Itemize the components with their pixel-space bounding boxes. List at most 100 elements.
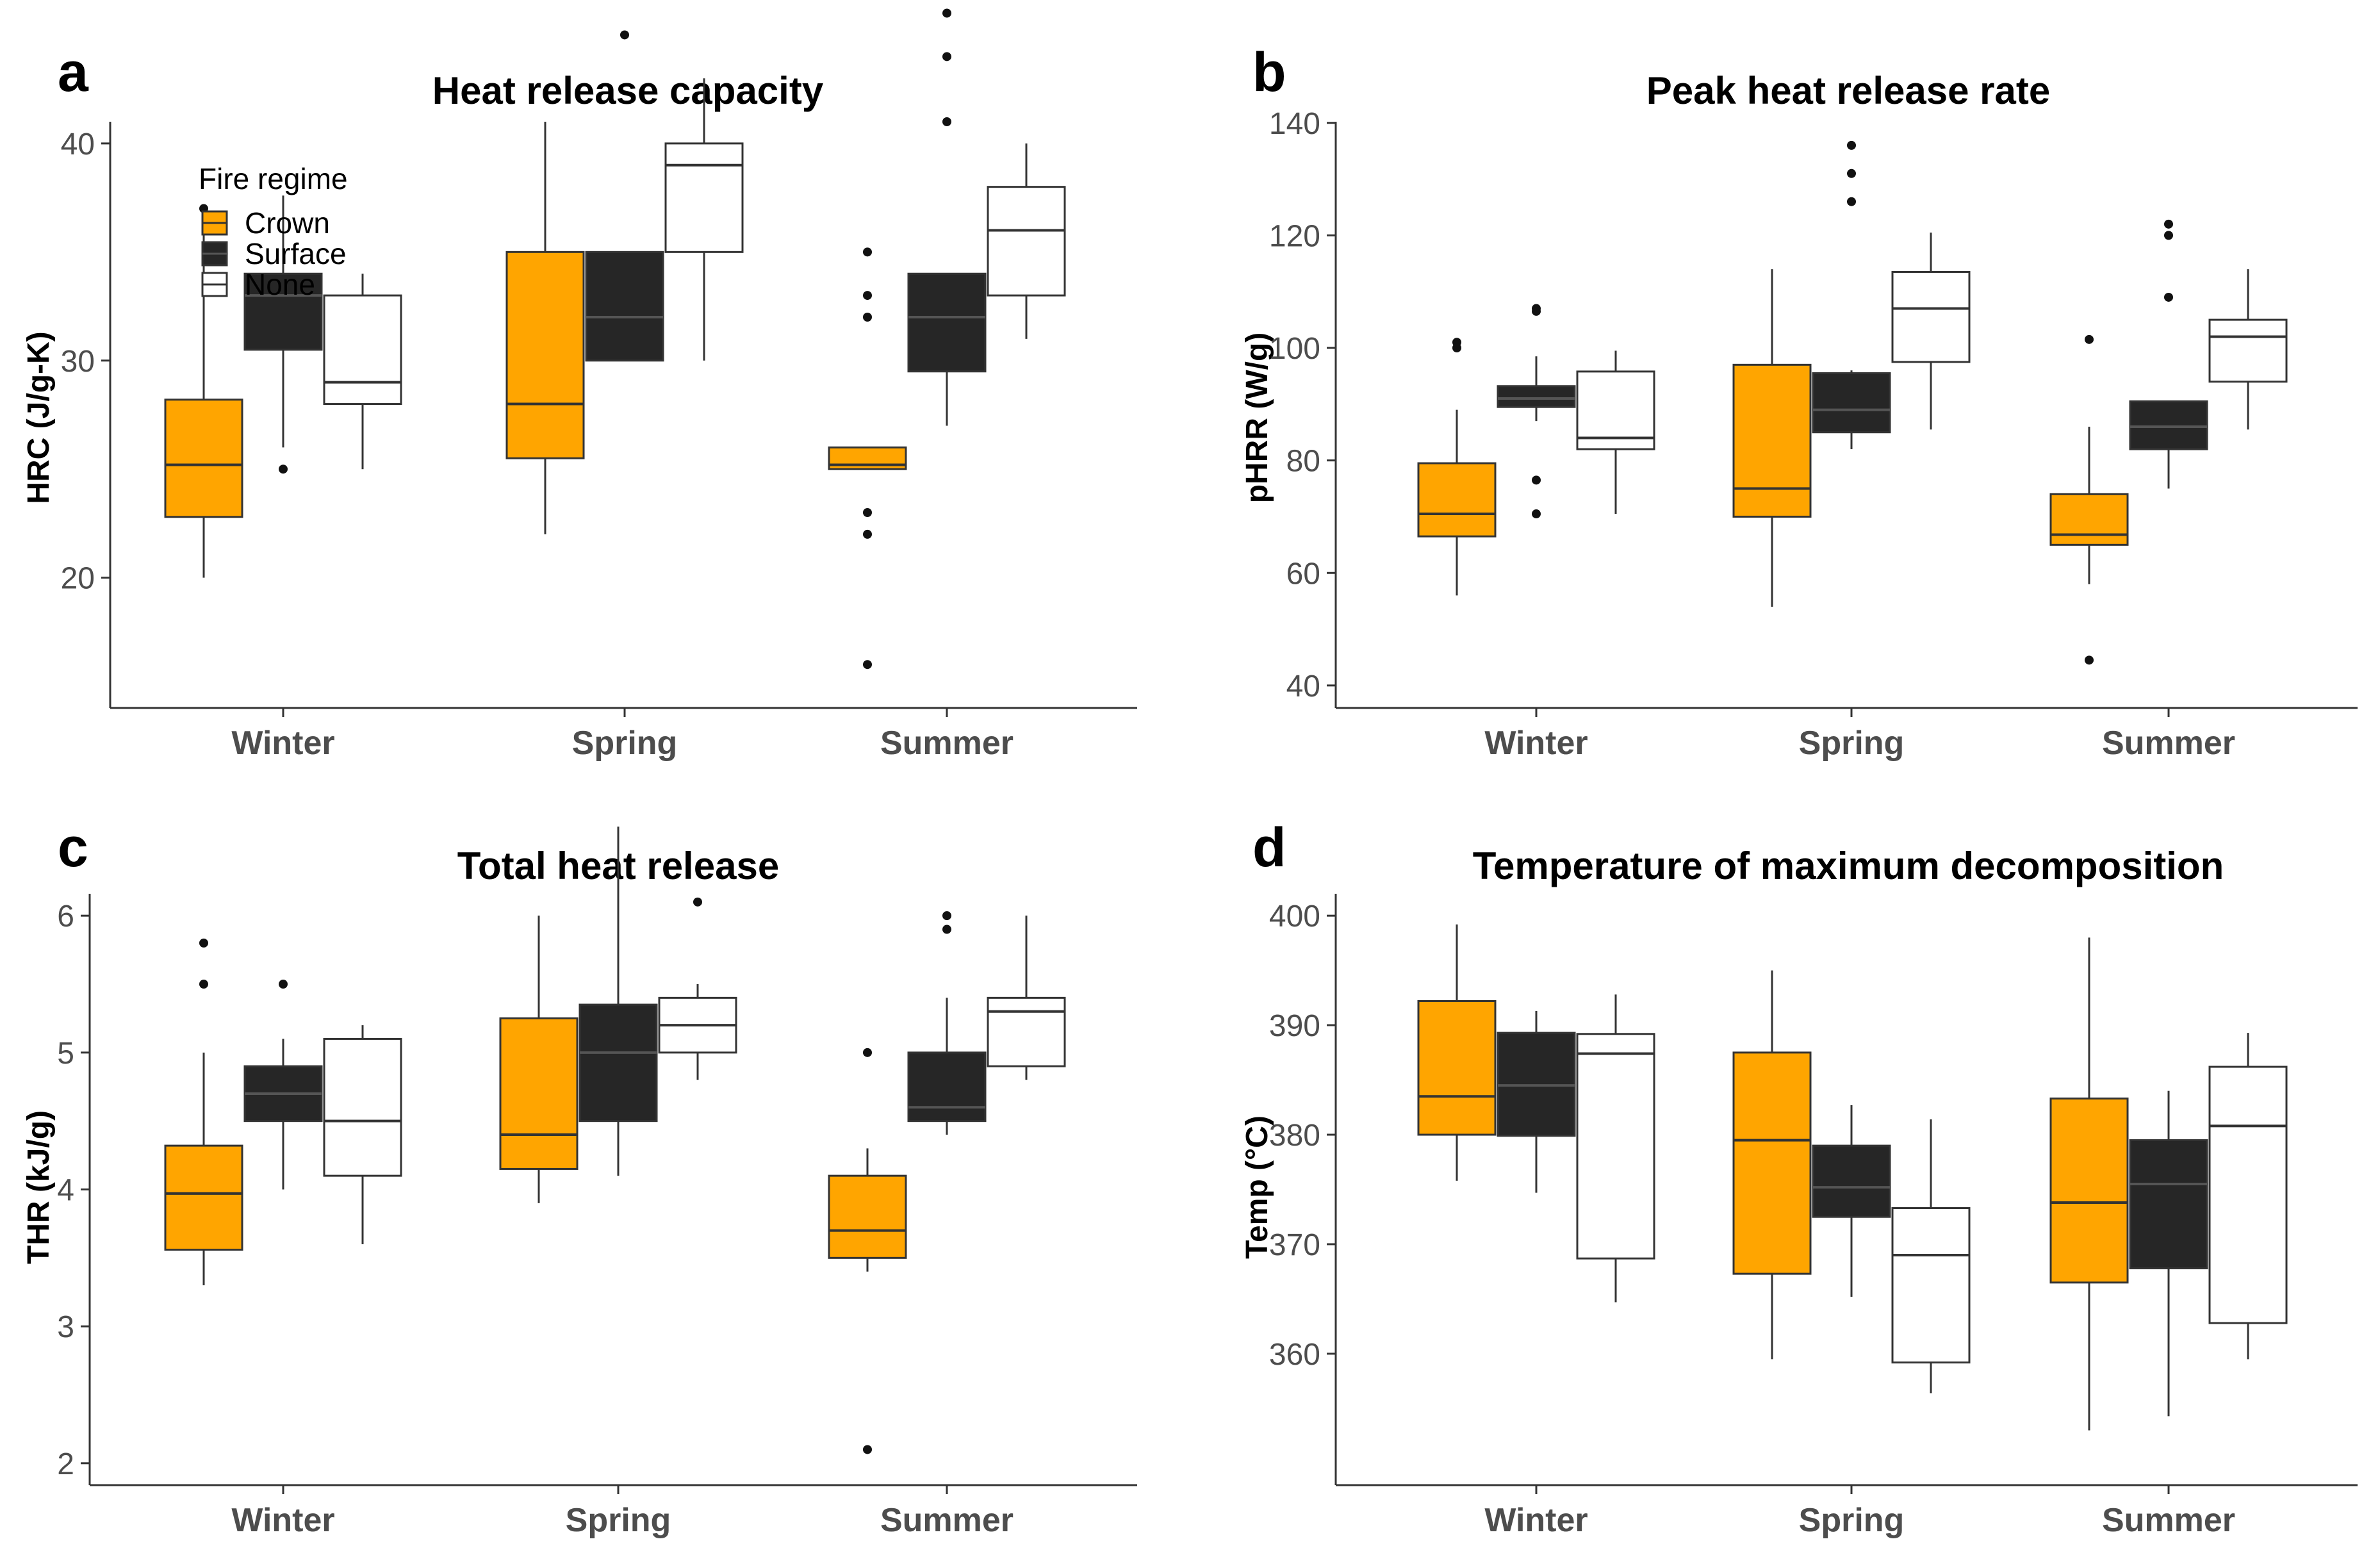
y-tick-label: 6 bbox=[57, 900, 74, 933]
outlier-point bbox=[279, 465, 288, 474]
outlier-point bbox=[863, 247, 872, 257]
outlier-point bbox=[279, 980, 288, 989]
box-none-winter bbox=[1576, 350, 1655, 514]
x-tick-label: Summer bbox=[880, 725, 1014, 762]
chart-title: Temperature of maximum decomposition bbox=[1473, 844, 2224, 887]
y-tick-label: 60 bbox=[1286, 557, 1320, 591]
y-tick-label: 100 bbox=[1269, 332, 1320, 366]
box-body bbox=[1812, 1144, 1891, 1218]
box-body bbox=[828, 1174, 907, 1259]
box-body bbox=[2208, 1065, 2288, 1324]
y-tick-label: 5 bbox=[57, 1037, 74, 1071]
box-body bbox=[1497, 385, 1576, 408]
outlier-point bbox=[2164, 231, 2173, 240]
outlier-point bbox=[199, 938, 208, 948]
box-surface-spring bbox=[1812, 1105, 1891, 1297]
box-surface-summer bbox=[2129, 1090, 2208, 1417]
outlier-point bbox=[863, 313, 872, 322]
chart-title: Heat release capacity bbox=[432, 69, 824, 112]
panel-label: c bbox=[58, 817, 88, 878]
box-crown-spring bbox=[1732, 970, 1812, 1360]
box-crown-spring bbox=[1732, 269, 1812, 607]
outlier-point bbox=[2085, 334, 2094, 344]
outlier-point bbox=[693, 897, 702, 907]
box-body bbox=[164, 1144, 243, 1251]
x-tick-label: Winter bbox=[1484, 1502, 1588, 1539]
box-body bbox=[987, 186, 1066, 297]
y-tick-label: 2 bbox=[57, 1447, 74, 1481]
box-crown-spring bbox=[505, 122, 585, 534]
box-crown-winter bbox=[1417, 924, 1497, 1181]
box-crown-summer bbox=[2049, 937, 2129, 1431]
box-crown-winter bbox=[1417, 338, 1497, 596]
box-body bbox=[1891, 270, 1971, 363]
chart-title: Peak heat release rate bbox=[1646, 69, 2050, 112]
box-none-summer bbox=[2208, 1033, 2288, 1360]
y-tick-label: 400 bbox=[1269, 900, 1320, 933]
box-body bbox=[907, 272, 987, 373]
box-crown-summer bbox=[828, 1048, 907, 1454]
outlier-point bbox=[1532, 475, 1541, 485]
box-crown-winter bbox=[164, 938, 243, 1286]
outlier-point bbox=[942, 925, 951, 934]
y-tick-label: 390 bbox=[1269, 1009, 1320, 1043]
box-crown-winter bbox=[164, 204, 243, 578]
outlier-point bbox=[1452, 343, 1461, 353]
box-body bbox=[243, 272, 323, 351]
legend-label: Crown bbox=[245, 206, 330, 240]
box-none-spring bbox=[1891, 232, 1971, 430]
box-surface-winter bbox=[1497, 1010, 1576, 1193]
outlier-point bbox=[2085, 655, 2094, 665]
box-body bbox=[499, 1017, 579, 1170]
y-tick-label: 370 bbox=[1269, 1228, 1320, 1262]
box-body bbox=[987, 996, 1066, 1067]
panel-a: a Heat release capacity HRC (J/g-K) 20 30… bbox=[22, 8, 1137, 762]
legend-item-crown: Crown bbox=[201, 206, 330, 240]
y-axis-label: Temp (°C) bbox=[1240, 1115, 1274, 1259]
y-tick-label: 140 bbox=[1269, 107, 1320, 141]
x-tick-label: Winter bbox=[1484, 725, 1588, 762]
box-body bbox=[1417, 1000, 1497, 1136]
plot-area: 360 370 380 390 400 Winter Spring Summer bbox=[1269, 894, 2358, 1539]
box-body bbox=[907, 1051, 987, 1122]
box-body bbox=[1891, 1207, 1971, 1364]
x-tick-label: Summer bbox=[880, 1502, 1014, 1539]
y-tick-label: 4 bbox=[57, 1174, 74, 1208]
outlier-point bbox=[942, 52, 951, 62]
panel-c: c Total heat release THR (kJ/g) 23456Win… bbox=[22, 817, 1137, 1539]
box-surface-spring bbox=[585, 30, 664, 362]
box-body bbox=[2208, 318, 2288, 383]
legend-item-surface: Surface bbox=[201, 237, 347, 270]
box-body bbox=[323, 294, 402, 406]
box-body bbox=[585, 251, 664, 362]
box-none-spring bbox=[658, 897, 737, 1080]
outlier-point bbox=[863, 291, 872, 300]
box-body bbox=[505, 251, 585, 459]
y-tick-label: 120 bbox=[1269, 219, 1320, 253]
box-body bbox=[1732, 1051, 1812, 1275]
box-body bbox=[2129, 1139, 2208, 1270]
x-tick-label: Summer bbox=[2102, 725, 2235, 762]
outlier-point bbox=[1847, 140, 1856, 150]
outlier-point bbox=[1847, 169, 1856, 178]
outlier-point bbox=[199, 980, 208, 989]
box-crown-summer bbox=[2049, 334, 2129, 665]
box-body bbox=[664, 142, 744, 253]
legend-label: None bbox=[245, 268, 315, 301]
box-crown-spring bbox=[499, 916, 579, 1203]
panel-label: b bbox=[1252, 42, 1286, 103]
y-axis-label: HRC (J/g-K) bbox=[22, 331, 56, 504]
box-crown-summer bbox=[828, 247, 907, 670]
plot-area: 40 60 80 100 120 140 Winter Spring Summer bbox=[1269, 107, 2358, 762]
outlier-point bbox=[2164, 292, 2173, 302]
legend-title: Fire regime bbox=[199, 162, 348, 195]
y-tick-label: 360 bbox=[1269, 1338, 1320, 1372]
y-axis-label: pHRR (W/g) bbox=[1240, 333, 1274, 504]
box-surface-spring bbox=[579, 826, 658, 1176]
x-tick-label: Spring bbox=[572, 725, 678, 762]
outlier-point bbox=[942, 911, 951, 921]
box-body bbox=[2129, 400, 2208, 450]
y-axis-label: THR (kJ/g) bbox=[22, 1110, 56, 1264]
box-none-spring bbox=[664, 78, 744, 361]
